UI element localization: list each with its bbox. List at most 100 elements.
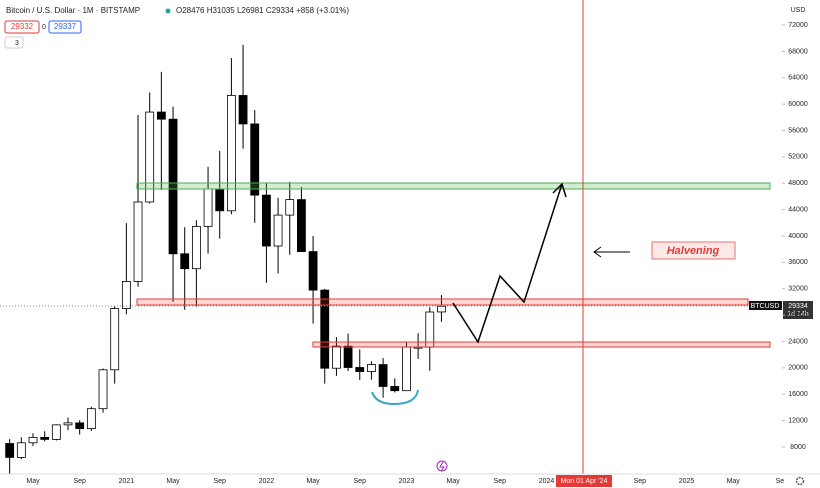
candle-body [215,188,225,212]
symbol-title: Bitcoin / U.S. Dollar · 1M · BITSTAMP [6,6,140,15]
y-tick-label: 20000 [788,365,808,372]
candle-body [437,305,446,313]
candle-body [297,199,306,253]
status-dot [165,8,171,14]
candle-body [98,369,108,410]
x-tick-label: May [26,478,40,485]
x-tick-label: 2025 [679,478,695,485]
candle-body [390,386,400,392]
candle-body [180,253,190,270]
ohlc-legend: O28476 H31035 L26981 C29334 +858 (+3.01%… [176,6,349,15]
countdown: 1d 14h [787,311,809,318]
x-tick-label: 2023 [399,478,415,485]
x-tick-label: Sep [73,478,86,485]
x-tick-label: May [306,478,320,485]
x-tick-label: Sep [354,478,367,485]
candle-body [191,225,201,270]
replay-icon[interactable] [436,460,448,472]
y-tick-label: 68000 [788,48,808,55]
arrow-head [593,246,602,258]
candle-body [250,123,260,196]
settings-icon[interactable] [795,476,805,486]
resistance-zone[interactable] [136,298,749,306]
x-tick-label: Se [776,478,785,485]
support-zone[interactable] [136,182,771,190]
candle-body [75,422,85,430]
candle-body [203,188,213,227]
candle-body [51,424,61,440]
y-tick-label: 32000 [788,286,808,293]
candle-body [285,199,295,216]
y-tick-label: 52000 [788,154,808,161]
symbol-tag-box [749,301,782,310]
y-tick-label: 44000 [788,206,808,213]
candle-body [308,251,318,291]
x-tick-label: 2022 [259,478,275,485]
sell-button[interactable] [4,20,40,34]
candle-body [63,422,73,426]
indicators-toggle[interactable] [4,36,24,49]
candle-body [86,408,96,430]
halvening-label: Halvening [667,245,720,257]
candle-body [168,118,178,255]
candle-body [133,201,143,282]
cursor-date: Mon 01 Apr '24 [561,478,608,485]
candle-body [378,364,388,387]
y-tick-label: 24000 [788,338,808,345]
y-tick-label: 8000 [790,444,806,451]
sell-price: 29332 [11,22,34,31]
symbol-tag: BTCUSD [751,303,780,310]
candle-body [16,442,26,458]
candle-body [238,95,248,125]
y-tick-label: 64000 [788,75,808,82]
cursor-date-box [556,475,612,487]
plot-area [5,44,446,475]
y-tick-label: 72000 [788,22,808,29]
y-tick-label: 12000 [788,417,808,424]
x-tick-label: 2021 [119,478,135,485]
candle-body [40,436,50,440]
arrow-head [552,182,567,198]
buy-button[interactable] [48,20,82,34]
candle-body [402,346,411,392]
candle-body [28,436,38,444]
candle-body [320,289,330,369]
candle-body [332,345,341,369]
projection-path[interactable] [452,183,563,344]
x-tick-label: May [166,478,180,485]
candle-body [156,111,166,120]
candle-body [5,443,15,458]
candle-body [145,111,155,203]
spread: 0 [42,24,46,31]
x-tick-label: May [727,478,741,485]
y-tick-label: 36000 [788,259,808,266]
y-tick-label: 40000 [788,233,808,240]
halvening-box[interactable] [651,241,736,260]
candle-body [343,345,353,368]
candle-body [261,194,271,247]
y-tick-label: 16000 [788,391,808,398]
y-tick-label: 60000 [788,101,808,108]
last-price: 29334 [788,303,808,310]
bottom-curve[interactable] [371,389,419,406]
x-tick-label: 2024 [539,478,555,485]
x-tick-label: Sep [494,478,507,485]
resistance-zone[interactable] [312,341,771,348]
y-tick-label: 28000 [788,312,808,319]
indicators-count: 3 [15,40,19,47]
x-tick-label: Sep [213,478,226,485]
candle-body [110,308,120,371]
y-tick-label: 48000 [788,180,808,187]
x-axis-labels: May Sep 2021 May Sep 2022 May Sep 2023 May Sep 2024… [26,478,784,485]
candle-body [121,281,131,309]
last-price-box [783,301,813,319]
candle-body [355,367,365,372]
x-tick-label: May [447,478,461,485]
candle-body [273,214,283,247]
candle-body [226,95,236,212]
y-tick-label: 56000 [788,127,808,134]
buy-price: 29337 [54,22,77,31]
currency: USD [791,7,806,14]
x-tick-label: Sep [634,478,647,485]
